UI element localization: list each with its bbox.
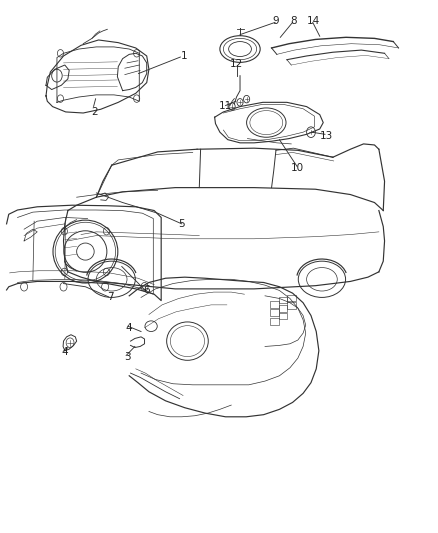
Text: 6: 6 bbox=[143, 286, 150, 295]
Text: 4: 4 bbox=[61, 347, 68, 357]
Bar bbox=[270, 318, 279, 325]
Bar bbox=[287, 295, 296, 301]
Text: 14: 14 bbox=[307, 17, 320, 26]
Text: 12: 12 bbox=[230, 59, 243, 69]
Circle shape bbox=[244, 95, 250, 103]
Bar bbox=[279, 305, 287, 312]
Text: 11: 11 bbox=[219, 101, 232, 110]
Text: 9: 9 bbox=[272, 17, 279, 26]
Text: 2: 2 bbox=[91, 107, 98, 117]
Circle shape bbox=[229, 103, 235, 110]
Text: 3: 3 bbox=[124, 352, 131, 362]
Text: 7: 7 bbox=[107, 292, 114, 302]
Circle shape bbox=[237, 99, 243, 106]
Bar bbox=[270, 309, 279, 316]
Text: 10: 10 bbox=[291, 163, 304, 173]
Text: 13: 13 bbox=[320, 131, 333, 141]
Text: 1: 1 bbox=[180, 51, 187, 61]
Text: 8: 8 bbox=[290, 17, 297, 26]
Text: 5: 5 bbox=[178, 219, 185, 229]
Bar bbox=[279, 313, 287, 319]
Bar bbox=[270, 301, 279, 308]
Text: 4: 4 bbox=[126, 323, 133, 333]
Bar bbox=[287, 302, 296, 309]
Bar bbox=[279, 297, 287, 303]
